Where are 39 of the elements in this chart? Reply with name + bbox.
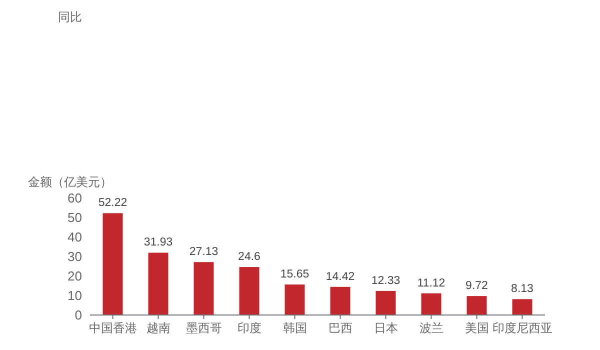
y-tick-label: 60 — [68, 190, 82, 206]
data-label: 52.22 — [98, 197, 128, 210]
data-label: 12.33 — [371, 274, 400, 287]
bar — [512, 299, 532, 315]
text: 同比 — [58, 10, 82, 24]
bar — [466, 296, 487, 315]
data-label: 9.72 — [466, 280, 488, 292]
y-tick-label: 40 — [68, 230, 82, 244]
y-tick-label: 0 — [74, 308, 82, 322]
x-tick-label: 越南 — [146, 321, 170, 335]
y-tick-label: 50 — [68, 210, 82, 225]
data-label: 11.12 — [417, 277, 446, 290]
data-label: 8.13 — [511, 283, 534, 296]
bar — [148, 252, 168, 315]
bar — [421, 293, 442, 315]
bar — [330, 286, 350, 315]
x-tick-label: 中国香港 — [88, 321, 137, 335]
bar — [194, 262, 214, 315]
x-tick-label: 墨西哥 — [186, 321, 222, 335]
y-tick-label: 10 — [68, 288, 82, 303]
x-tick-label: 巴西 — [328, 321, 352, 335]
x-tick-label: 波兰 — [419, 321, 444, 335]
x-tick-label: 韩国 — [282, 321, 307, 335]
y-axis-title: 金额（亿美元） — [28, 175, 112, 189]
data-label: 27.13 — [189, 246, 218, 258]
bar — [102, 213, 123, 315]
bar — [284, 284, 305, 315]
y-tick-label: 20 — [68, 268, 82, 284]
bar — [239, 267, 260, 315]
x-tick-label: 美国 — [464, 321, 489, 335]
x-tick-label: 印度 — [237, 321, 262, 335]
x-tick-label: 印度尼西亚 — [492, 321, 552, 335]
data-label: 24.6 — [238, 251, 260, 264]
data-label: 15.65 — [280, 268, 310, 280]
bar — [376, 290, 396, 315]
x-tick-label: 日本 — [374, 321, 398, 335]
y-tick-label: 30 — [68, 249, 82, 264]
data-label: 14.42 — [326, 270, 355, 283]
data-label: 31.93 — [144, 236, 173, 249]
